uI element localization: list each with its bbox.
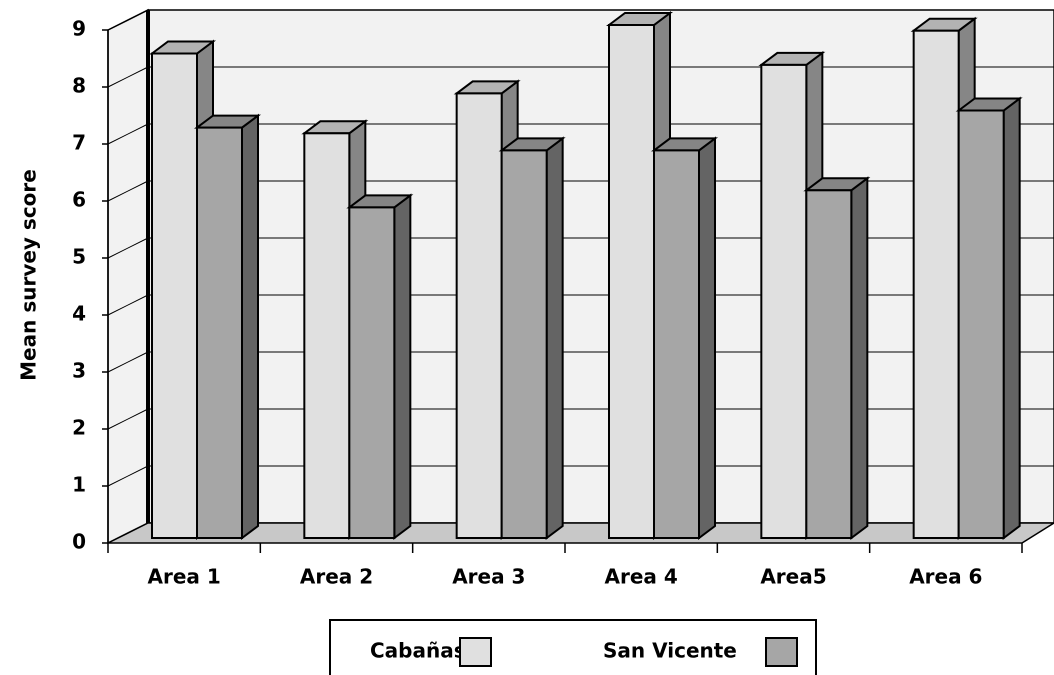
grid-line <box>107 180 149 202</box>
bar <box>303 132 351 540</box>
legend-swatch <box>459 637 492 667</box>
y-tick-label: 7 <box>72 131 86 155</box>
legend-swatch <box>765 637 798 667</box>
bar <box>151 52 198 539</box>
y-tick-label: 0 <box>72 530 86 554</box>
y-tick-label: 1 <box>72 473 86 497</box>
y-tick-label: 9 <box>72 17 86 41</box>
grid-line <box>107 9 149 31</box>
bar <box>196 126 243 539</box>
x-tick-label: Area 4 <box>605 565 678 589</box>
x-tick-label: Area 3 <box>452 565 525 589</box>
bar <box>348 206 396 539</box>
bar <box>912 29 960 539</box>
bar-side <box>241 113 259 540</box>
y-tick-label: 2 <box>72 416 86 440</box>
x-tick-label: Area 6 <box>909 565 982 589</box>
bar <box>455 92 503 540</box>
x-tick-label: Area5 <box>760 565 826 589</box>
x-tick-label: Area 1 <box>148 565 221 589</box>
y-axis-label: Mean survey score <box>17 169 41 381</box>
x-tick-label: Area 2 <box>300 565 373 589</box>
grid-line <box>107 351 149 373</box>
bar <box>805 189 853 540</box>
side-wall <box>107 8 149 545</box>
grid-line <box>107 66 149 88</box>
bar <box>653 149 700 539</box>
legend-label: Cabañas <box>370 639 466 663</box>
bar <box>957 109 1005 539</box>
y-tick-label: 3 <box>72 359 86 383</box>
bar <box>608 24 655 539</box>
bar <box>760 63 808 540</box>
grid-line <box>107 408 149 430</box>
y-tick-label: 6 <box>72 188 86 212</box>
bar <box>500 149 548 539</box>
legend <box>329 619 817 675</box>
grid-line <box>107 294 149 316</box>
bar-side <box>698 136 716 540</box>
y-tick-label: 5 <box>72 245 86 269</box>
grid-line <box>107 465 149 487</box>
grid-line <box>107 237 149 259</box>
legend-label: San Vicente <box>603 639 737 663</box>
bar-side <box>545 136 564 540</box>
y-tick-label: 8 <box>72 74 86 98</box>
bar-side <box>393 193 412 540</box>
y-tick-label: 4 <box>72 302 86 326</box>
grid-line <box>107 123 149 145</box>
bar-side <box>850 176 869 540</box>
bar-side <box>1002 96 1021 540</box>
